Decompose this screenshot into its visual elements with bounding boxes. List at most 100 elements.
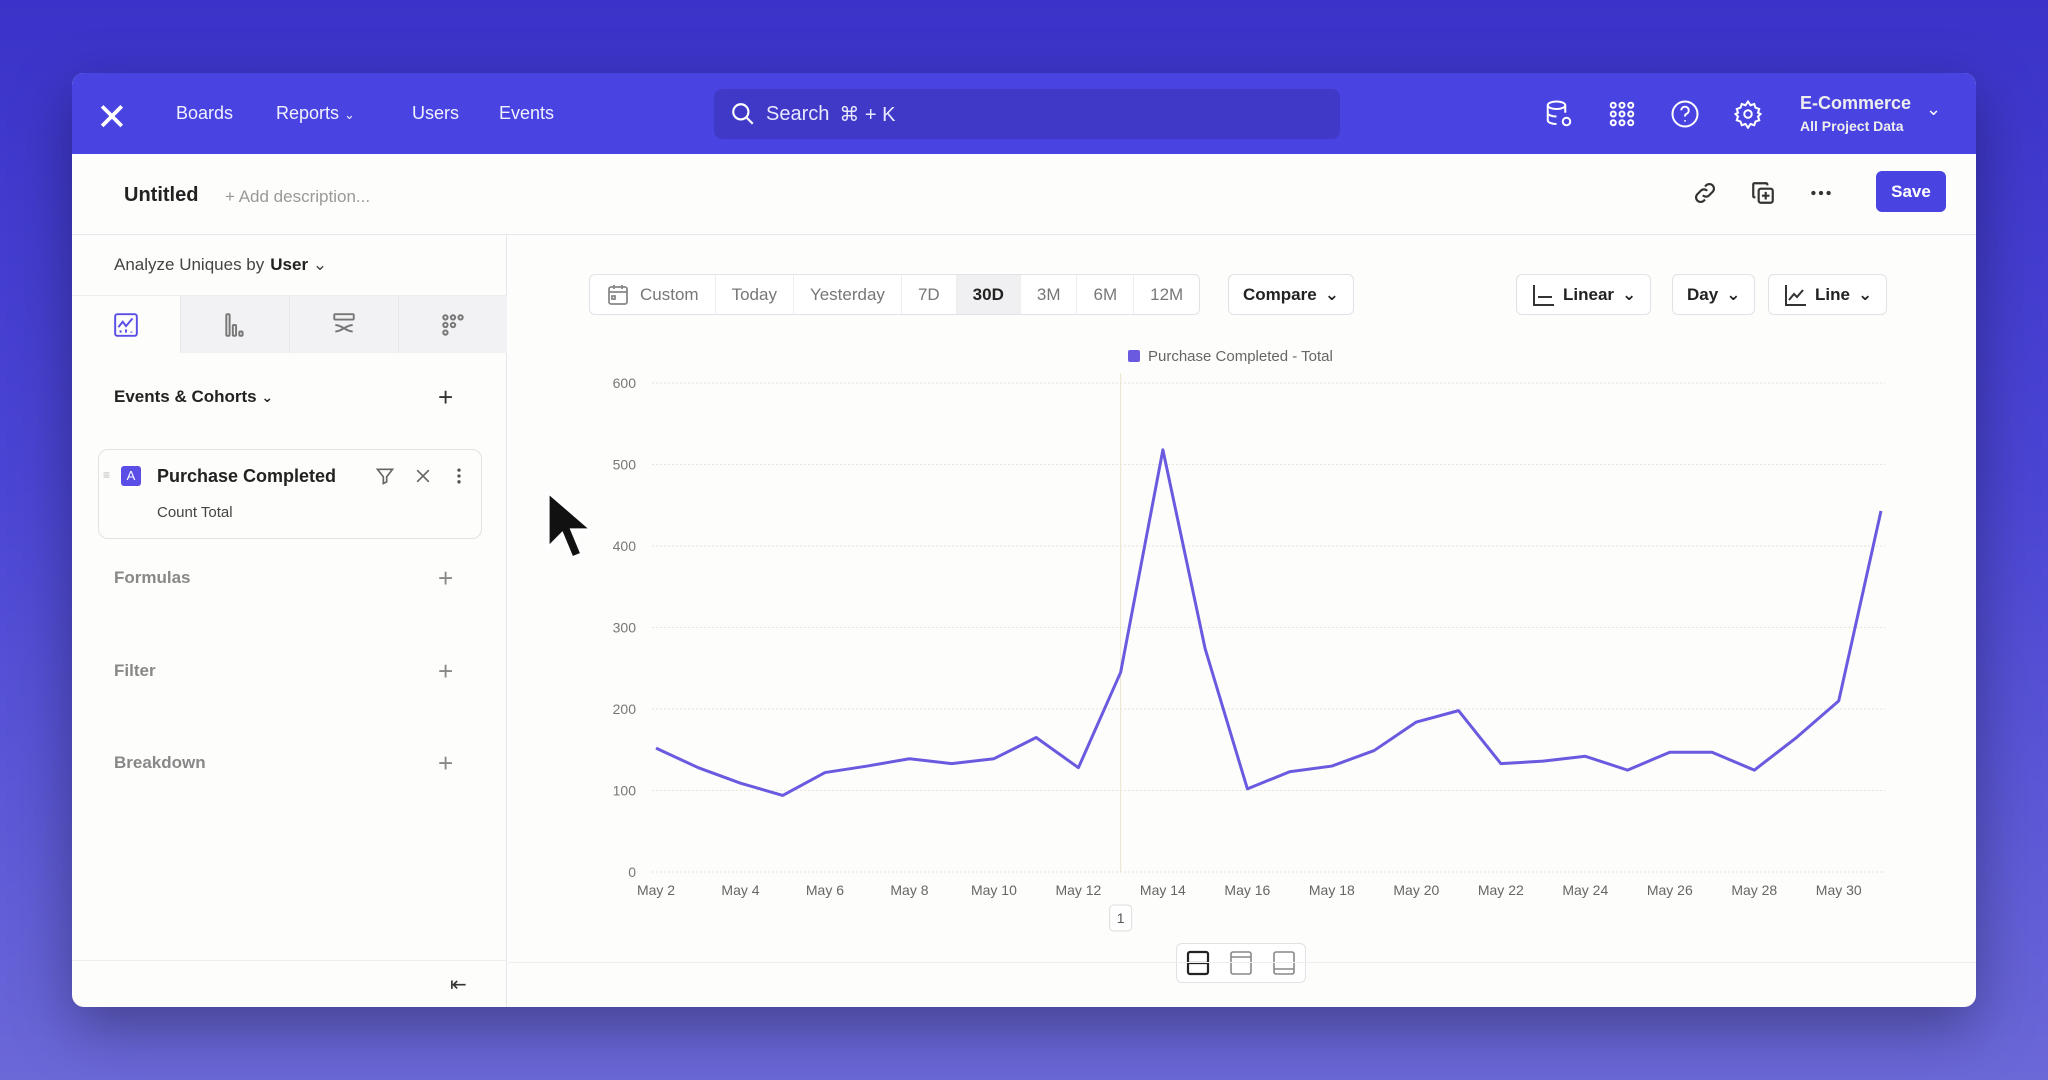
y-tick-label: 400 bbox=[613, 538, 637, 554]
y-tick-label: 100 bbox=[613, 783, 637, 799]
x-tick-label: May 30 bbox=[1816, 882, 1862, 898]
kebab-menu-icon[interactable] bbox=[449, 466, 469, 486]
analyze-value: User bbox=[270, 255, 309, 274]
analyze-uniques-selector[interactable]: Analyze Uniques by User ⌄ bbox=[114, 255, 327, 275]
y-tick-label: 500 bbox=[613, 457, 637, 473]
x-tick-label: May 6 bbox=[806, 882, 844, 898]
y-tick-label: 600 bbox=[613, 375, 637, 391]
add-filter-button[interactable]: + bbox=[438, 656, 454, 686]
annotation-label: 1 bbox=[1117, 910, 1125, 926]
date-range-selector: Custom Today Yesterday 7D 30D 3M 6M 12M bbox=[589, 274, 1201, 315]
annotation-marker bbox=[1109, 904, 1133, 932]
chart-type-label: Line bbox=[1815, 284, 1850, 304]
x-tick-label: May 22 bbox=[1478, 882, 1524, 898]
breakdown-header[interactable]: Breakdown bbox=[114, 753, 206, 772]
chart-only-view-icon[interactable] bbox=[1229, 950, 1253, 976]
event-measure[interactable]: Count Total bbox=[157, 504, 233, 521]
chevron-down-icon: ⌄ bbox=[1726, 284, 1741, 304]
tab-insights[interactable] bbox=[72, 296, 180, 353]
event-name[interactable]: Purchase Completed bbox=[157, 466, 337, 486]
query-sidebar: Analyze Uniques by User ⌄ Events & Cohort… bbox=[72, 235, 507, 1007]
retention-grid-icon bbox=[442, 313, 464, 336]
analyze-label: Analyze Uniques by bbox=[114, 255, 265, 274]
x-tick-label: May 20 bbox=[1393, 882, 1439, 898]
add-event-button[interactable]: + bbox=[438, 382, 454, 412]
chart-footer-divider bbox=[508, 962, 1976, 963]
filter-icon[interactable] bbox=[375, 466, 395, 486]
range-6m[interactable]: 6M bbox=[1076, 275, 1133, 314]
tab-flows[interactable] bbox=[289, 296, 398, 353]
drag-handle-icon[interactable]: ≡ bbox=[103, 468, 111, 482]
range-7d[interactable]: 7D bbox=[900, 275, 956, 314]
description-input[interactable]: + Add description... bbox=[225, 187, 371, 206]
app-window: ✕ Boards Reports ⌄ Users Events Search ⌘… bbox=[72, 73, 1976, 1007]
x-tick-label: May 16 bbox=[1224, 882, 1270, 898]
y-tick-label: 200 bbox=[613, 701, 637, 717]
flows-icon bbox=[333, 312, 355, 332]
add-breakdown-button[interactable]: + bbox=[438, 748, 454, 778]
range-30d[interactable]: 30D bbox=[955, 275, 1020, 314]
x-tick-label: May 14 bbox=[1140, 882, 1186, 898]
chevron-down-icon: ⌄ bbox=[1857, 284, 1873, 304]
chevron-down-icon: ⌄ bbox=[312, 255, 328, 274]
range-3m[interactable]: 3M bbox=[1019, 275, 1077, 314]
y-tick-label: 0 bbox=[628, 864, 636, 880]
scale-label: Linear bbox=[1563, 284, 1615, 304]
report-header: Untitled + Add description... Save bbox=[72, 154, 1976, 235]
nav-users[interactable]: Users bbox=[412, 103, 460, 123]
gear-icon[interactable] bbox=[1733, 99, 1763, 129]
filter-header[interactable]: Filter bbox=[114, 661, 156, 680]
y-tick-label: 300 bbox=[613, 620, 637, 636]
project-switcher[interactable]: E-Commerce All Project Data bbox=[1800, 93, 1911, 134]
logo-icon[interactable]: ✕ bbox=[96, 97, 128, 139]
search-placeholder: Search bbox=[766, 102, 830, 125]
range-12m[interactable]: 12M bbox=[1133, 275, 1199, 314]
axis-icon bbox=[1533, 284, 1554, 306]
events-cohorts-header[interactable]: Events & Cohorts ⌄ bbox=[114, 387, 273, 407]
chevron-down-icon: ⌄ bbox=[261, 389, 274, 405]
interval-dropdown[interactable]: Day ⌄ bbox=[1672, 274, 1756, 315]
search-input[interactable]: Search ⌘ + K bbox=[714, 89, 1340, 139]
more-options-icon[interactable] bbox=[1808, 180, 1834, 206]
line-chart: 0 100 200 300 400 500 600 May 2 May 4 May 6 May 8 M… bbox=[613, 348, 1885, 932]
x-tick-label: May 26 bbox=[1647, 882, 1693, 898]
range-today[interactable]: Today bbox=[714, 275, 793, 314]
tab-retention[interactable] bbox=[398, 296, 507, 353]
range-yesterday[interactable]: Yesterday bbox=[792, 275, 901, 314]
event-card[interactable]: ≡ A Purchase Completed Count Total bbox=[98, 449, 482, 539]
x-tick-label: May 10 bbox=[971, 882, 1017, 898]
interval-label: Day bbox=[1687, 284, 1719, 304]
duplicate-icon[interactable] bbox=[1750, 180, 1776, 206]
x-tick-label: May 8 bbox=[890, 882, 928, 898]
project-scope: All Project Data bbox=[1800, 118, 1904, 134]
chart-type-dropdown[interactable]: Line ⌄ bbox=[1768, 274, 1888, 315]
apps-grid-icon[interactable] bbox=[1607, 99, 1637, 129]
range-custom[interactable]: Custom bbox=[590, 275, 715, 314]
tab-funnels[interactable] bbox=[180, 296, 289, 353]
formulas-header[interactable]: Formulas bbox=[114, 568, 191, 587]
scale-dropdown[interactable]: Linear ⌄ bbox=[1516, 274, 1652, 315]
add-formula-button[interactable]: + bbox=[438, 563, 454, 593]
nav-boards[interactable]: Boards bbox=[176, 103, 234, 123]
layout-toggle bbox=[1176, 943, 1306, 983]
x-tick-label: May 12 bbox=[1055, 882, 1101, 898]
chevron-down-icon[interactable]: ⌄ bbox=[1926, 99, 1942, 119]
compare-dropdown[interactable]: Compare ⌄ bbox=[1228, 274, 1354, 315]
range-custom-label: Custom bbox=[640, 284, 699, 304]
report-title[interactable]: Untitled bbox=[124, 184, 199, 206]
close-icon[interactable] bbox=[413, 466, 433, 486]
split-view-icon[interactable] bbox=[1186, 950, 1210, 976]
link-icon[interactable] bbox=[1692, 180, 1718, 206]
save-button[interactable]: Save bbox=[1876, 171, 1946, 212]
database-settings-icon[interactable] bbox=[1544, 99, 1574, 129]
nav-reports[interactable]: Reports ⌄ bbox=[276, 103, 355, 124]
report-type-tabs bbox=[72, 295, 507, 353]
collapse-sidebar-icon[interactable]: ⇤ bbox=[450, 974, 467, 996]
x-tick-label: May 24 bbox=[1562, 882, 1608, 898]
x-tick-label: May 4 bbox=[721, 882, 759, 898]
table-only-view-icon[interactable] bbox=[1272, 950, 1296, 976]
line-chart-icon bbox=[114, 312, 138, 337]
help-icon[interactable] bbox=[1670, 99, 1700, 129]
nav-events[interactable]: Events bbox=[499, 103, 555, 123]
project-name: E-Commerce bbox=[1800, 93, 1912, 113]
